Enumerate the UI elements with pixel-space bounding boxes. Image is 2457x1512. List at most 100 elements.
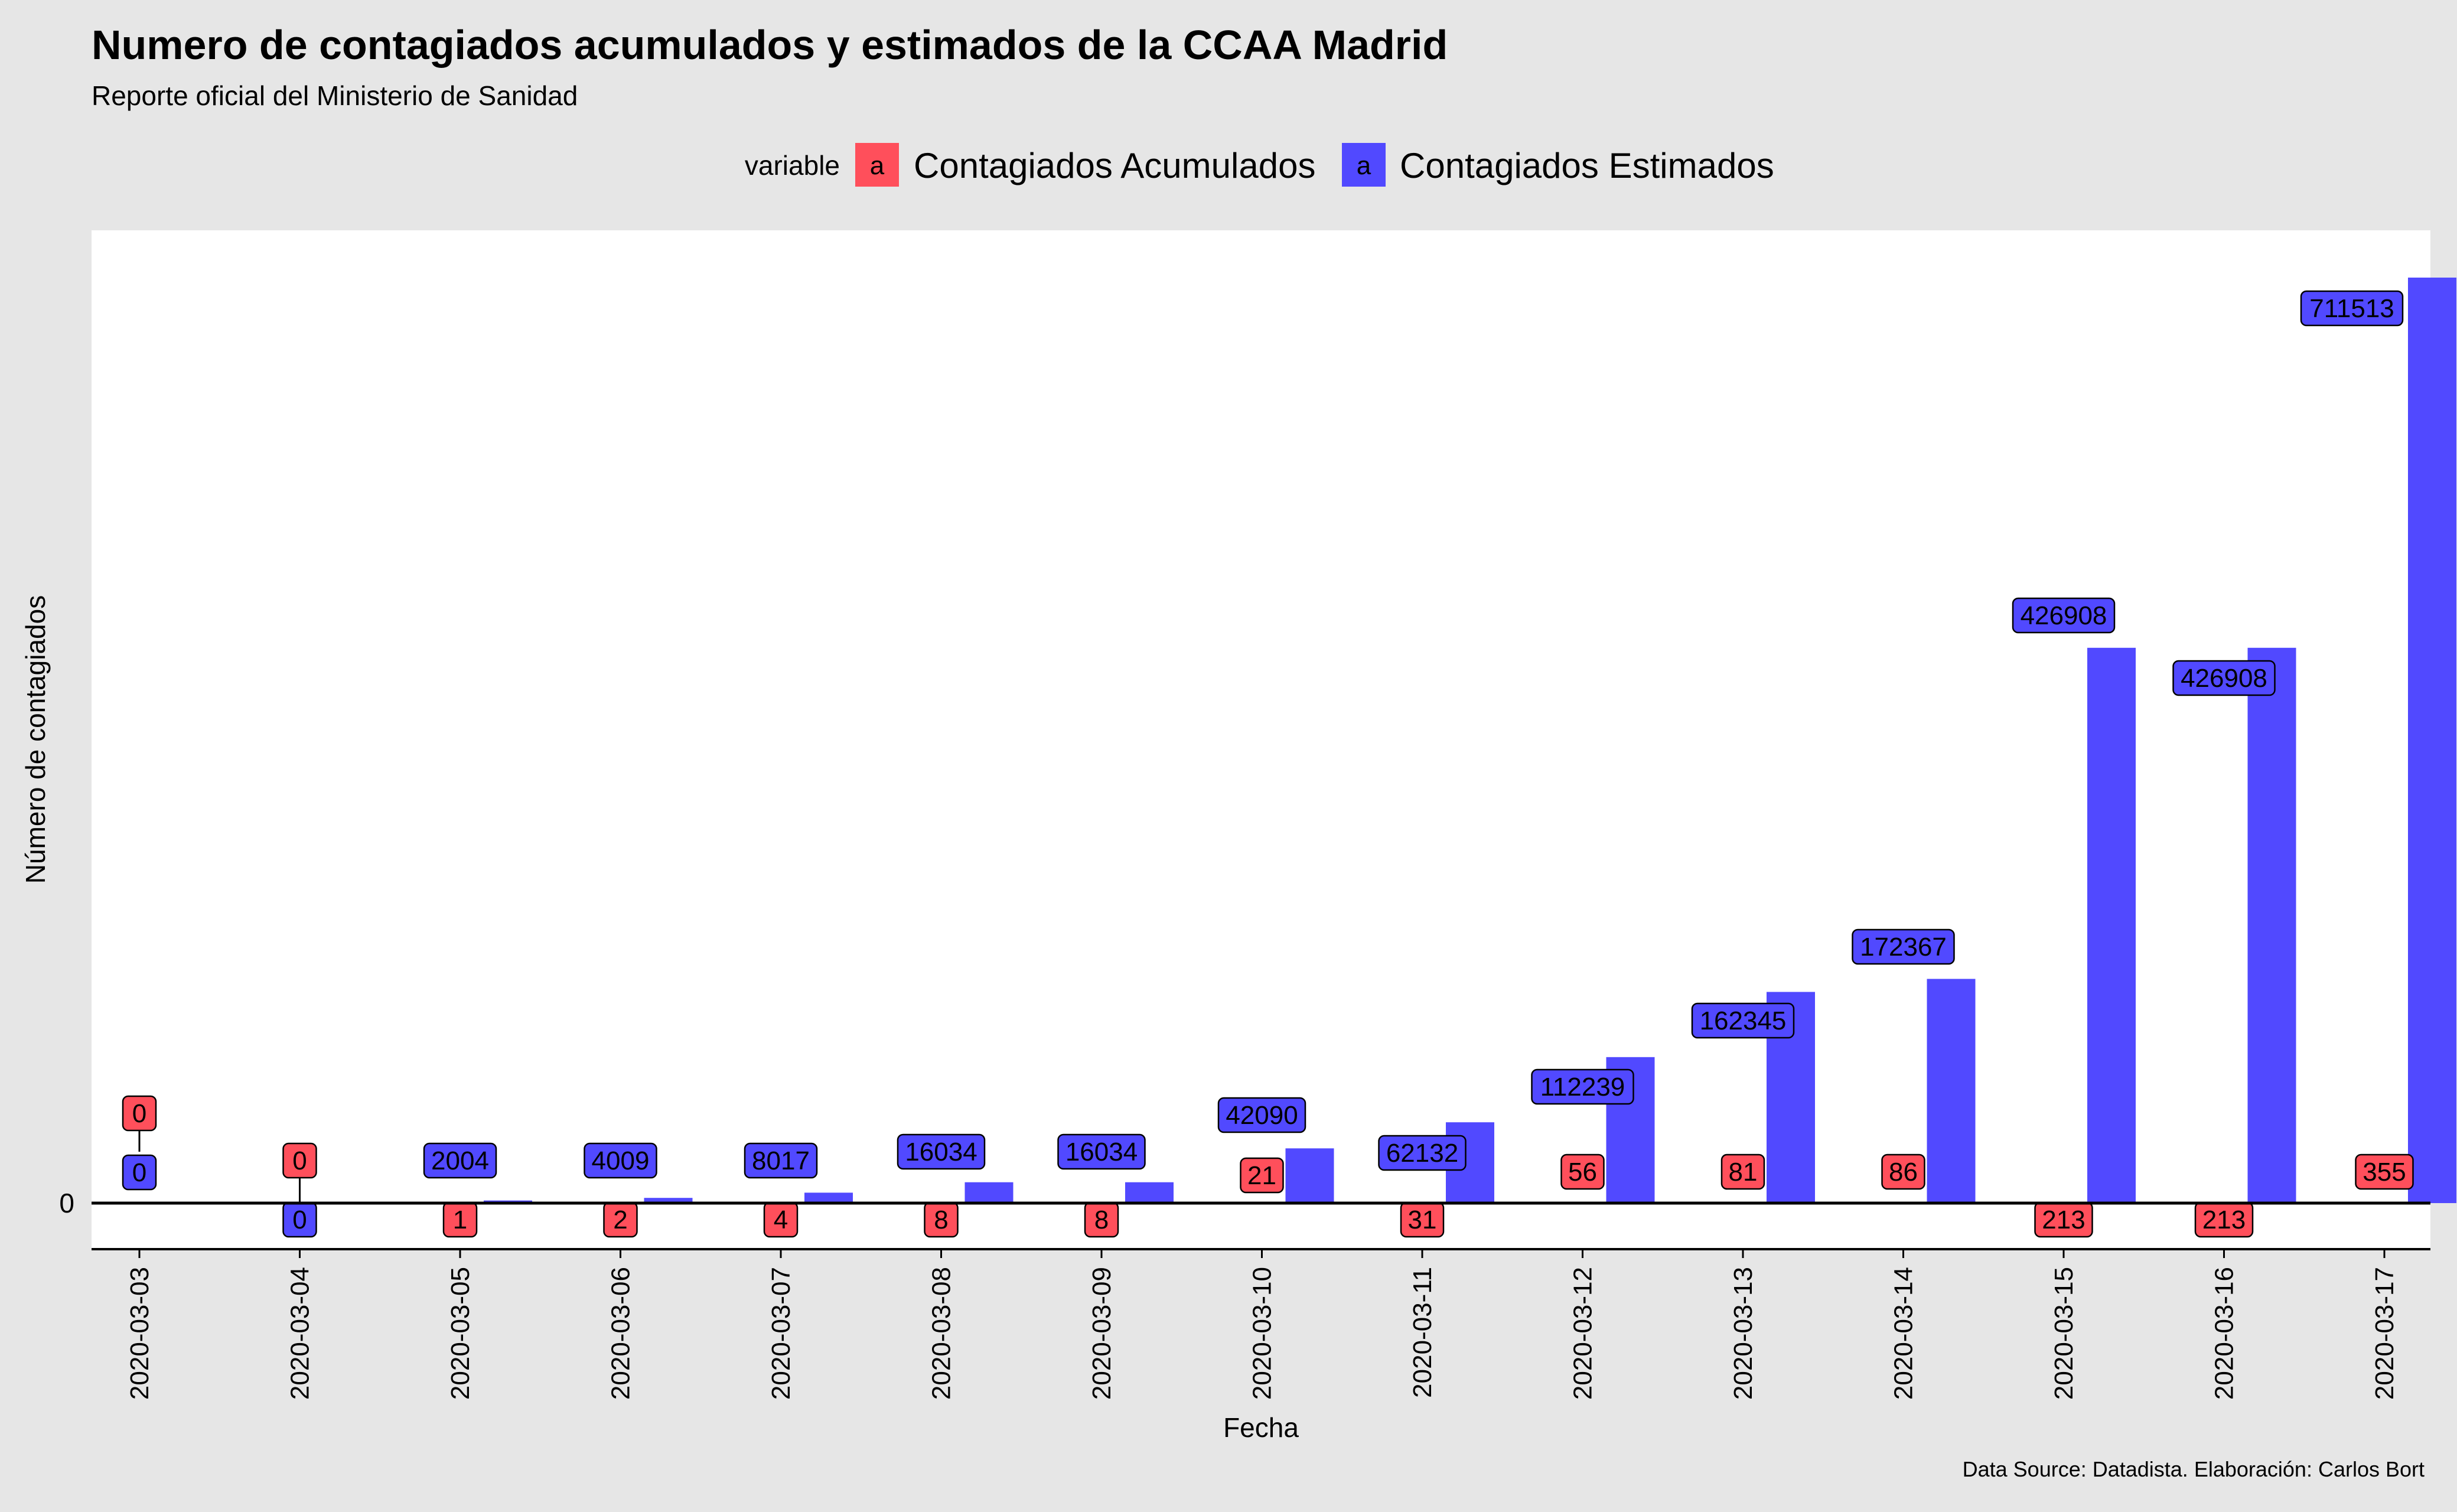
data-label-estimados-2020-03-17: 711513 (2300, 290, 2404, 327)
data-label-acumulados-2020-03-05: 1 (442, 1201, 478, 1238)
plot-panel (92, 230, 2430, 1249)
x-tick-label-2020-03-03: 2020-03-03 (125, 1267, 154, 1400)
data-label-acumulados-2020-03-17-box (2355, 1153, 2414, 1190)
x-tick-label-2020-03-15: 2020-03-15 (2049, 1267, 2078, 1400)
bar-estimados-2020-03-07 (804, 1192, 853, 1203)
data-label-estimados-2020-03-06-text: 4009 (592, 1146, 650, 1175)
x-tick-label-2020-03-12: 2020-03-12 (1569, 1267, 1598, 1400)
x-tick-label-2020-03-14: 2020-03-14 (1889, 1267, 1918, 1400)
data-label-acumulados-2020-03-15-text: 213 (2042, 1205, 2085, 1234)
data-label-estimados-2020-03-08-text: 16034 (905, 1138, 977, 1166)
bar-estimados-2020-03-06 (644, 1198, 693, 1203)
data-label-acumulados-2020-03-03: 0 (122, 1095, 157, 1132)
data-label-estimados-2020-03-03: 0 (122, 1154, 157, 1191)
data-label-acumulados-2020-03-13: 81 (1720, 1153, 1765, 1190)
data-label-acumulados-2020-03-08-text: 8 (934, 1205, 948, 1234)
x-tick-label-2020-03-10: 2020-03-10 (1248, 1267, 1277, 1400)
data-label-acumulados-2020-03-13-text: 81 (1729, 1158, 1758, 1187)
data-label-acumulados-2020-03-03-text: 0 (132, 1099, 146, 1128)
x-tick-label-2020-03-11: 2020-03-11 (1408, 1267, 1437, 1398)
data-label-estimados-2020-03-16-box (2172, 660, 2276, 696)
data-label-estimados-2020-03-06: 4009 (584, 1142, 657, 1179)
data-label-estimados-2020-03-08-box (897, 1133, 986, 1170)
bar-estimados-2020-03-16 (2247, 647, 2296, 1203)
data-label-acumulados-2020-03-11-text: 31 (1408, 1205, 1437, 1234)
legend-label-acumulados: Contagiados Acumulados (914, 146, 1315, 185)
data-label-acumulados-2020-03-14-text: 86 (1889, 1158, 1918, 1187)
data-label-estimados-2020-03-13-text: 162345 (1700, 1006, 1787, 1035)
data-label-estimados-2020-03-09-box (1057, 1133, 1146, 1170)
x-axis-title: Fecha (1223, 1412, 1299, 1443)
bar-estimados-2020-03-08 (964, 1182, 1014, 1203)
data-label-estimados-2020-03-16: 426908 (2172, 660, 2276, 696)
data-label-estimados-2020-03-13: 162345 (1691, 1002, 1795, 1039)
data-label-acumulados-2020-03-16-text: 213 (2202, 1205, 2246, 1234)
plot-marks: 0 0 0 0 2004 1 4009 2 8017 4 16034 8 16034 8 42090 21 62… (122, 278, 2456, 1238)
legend-key-acumulados-glyph: a (870, 151, 885, 180)
legend-title: variable (745, 150, 840, 181)
data-label-estimados-2020-03-17-box (2300, 290, 2404, 327)
data-label-acumulados-2020-03-07: 4 (763, 1201, 799, 1238)
x-axis: 2020-03-03 2020-03-04 2020-03-05 2020-03-06… (125, 1249, 2399, 1400)
data-label-estimados-2020-03-05-box (423, 1142, 497, 1179)
data-label-estimados-2020-03-15-text: 426908 (2021, 601, 2107, 630)
data-label-acumulados-2020-03-11: 31 (1400, 1201, 1445, 1238)
data-label-estimados-2020-03-08: 16034 (897, 1133, 986, 1170)
data-label-acumulados-2020-03-14-box (1881, 1153, 1925, 1190)
data-label-estimados-2020-03-11-box (1378, 1135, 1467, 1171)
data-label-acumulados-2020-03-05-text: 1 (453, 1205, 467, 1234)
legend: variable a Contagiados Acumulados a Cont… (745, 143, 1774, 187)
data-label-acumulados-2020-03-06-text: 2 (613, 1205, 627, 1234)
x-tick-label-2020-03-06: 2020-03-06 (607, 1267, 636, 1400)
data-label-acumulados-2020-03-17: 355 (2355, 1153, 2414, 1190)
data-label-estimados-2020-03-04-text: 0 (292, 1205, 307, 1234)
data-label-estimados-2020-03-11: 62132 (1378, 1135, 1467, 1171)
y-tick-label-0: 0 (59, 1188, 74, 1218)
legend-key-estimados (1342, 143, 1386, 187)
data-label-acumulados-2020-03-10: 21 (1240, 1157, 1284, 1194)
data-label-estimados-2020-03-15: 426908 (2012, 597, 2116, 634)
data-label-acumulados-2020-03-04-text: 0 (292, 1146, 307, 1175)
data-label-estimados-2020-03-06-box (584, 1142, 657, 1179)
chart-caption: Data Source: Datadista. Elaboración: Car… (1963, 1457, 2425, 1481)
bar-estimados-2020-03-17 (2408, 278, 2456, 1203)
data-label-acumulados-2020-03-17-text: 355 (2362, 1158, 2406, 1187)
data-label-acumulados-2020-03-03-box (122, 1095, 157, 1132)
data-label-acumulados-2020-03-10-box (1240, 1157, 1284, 1194)
y-axis-title: Número de contagiados (20, 595, 51, 884)
data-label-estimados-2020-03-04: 0 (282, 1201, 317, 1238)
data-label-acumulados-2020-03-09: 8 (1084, 1201, 1119, 1238)
bar-estimados-2020-03-14 (1927, 979, 1976, 1203)
data-label-estimados-2020-03-12-box (1531, 1068, 1634, 1105)
chart-subtitle: Reporte oficial del Ministerio de Sanida… (92, 80, 578, 111)
x-tick-label-2020-03-17: 2020-03-17 (2370, 1267, 2399, 1400)
data-label-acumulados-2020-03-12-text: 56 (1568, 1158, 1597, 1187)
data-label-estimados-2020-03-07: 8017 (744, 1142, 818, 1179)
legend-key-acumulados (855, 143, 899, 187)
data-label-estimados-2020-03-15-box (2012, 597, 2116, 634)
legend-key-estimados-glyph: a (1357, 151, 1371, 180)
data-label-acumulados-2020-03-13-box (1720, 1153, 1765, 1190)
data-label-acumulados-2020-03-09-text: 8 (1094, 1205, 1109, 1234)
data-label-estimados-2020-03-10-box (1217, 1097, 1306, 1133)
data-label-estimados-2020-03-10-text: 42090 (1226, 1101, 1298, 1130)
data-label-estimados-2020-03-14: 172367 (1852, 928, 1955, 965)
data-label-acumulados-2020-03-10-text: 21 (1247, 1161, 1276, 1190)
data-label-estimados-2020-03-09-text: 16034 (1065, 1138, 1138, 1166)
data-label-estimados-2020-03-17-text: 711513 (2309, 294, 2394, 323)
data-label-estimados-2020-03-05: 2004 (423, 1142, 497, 1179)
data-label-acumulados-2020-03-14: 86 (1881, 1153, 1925, 1190)
data-label-estimados-2020-03-07-box (744, 1142, 818, 1179)
x-tick-label-2020-03-07: 2020-03-07 (767, 1267, 796, 1400)
data-label-estimados-2020-03-12: 112239 (1531, 1068, 1634, 1105)
data-label-estimados-2020-03-11-text: 62132 (1386, 1139, 1458, 1168)
data-label-estimados-2020-03-10: 42090 (1217, 1097, 1306, 1133)
x-tick-label-2020-03-05: 2020-03-05 (446, 1267, 475, 1400)
data-label-estimados-2020-03-09: 16034 (1057, 1133, 1146, 1170)
data-label-estimados-2020-03-07-text: 8017 (752, 1146, 810, 1175)
bar-estimados-2020-03-15 (2087, 647, 2136, 1203)
chart-title: Numero de contagiados acumulados y estim… (92, 22, 1448, 68)
data-label-acumulados-2020-03-12-box (1560, 1153, 1605, 1190)
data-label-acumulados-2020-03-15: 213 (2034, 1201, 2093, 1238)
